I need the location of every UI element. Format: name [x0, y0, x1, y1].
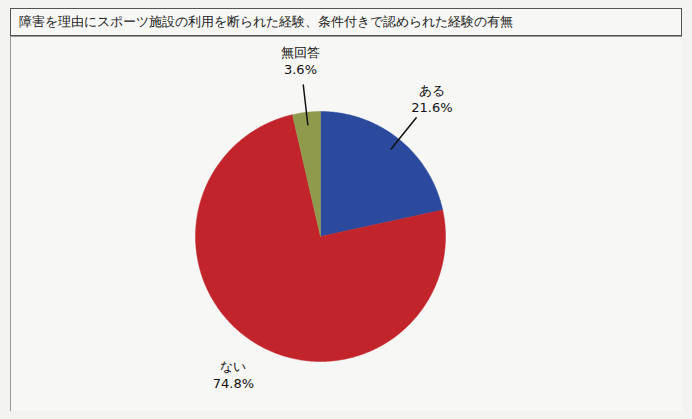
svg-text:無回答3.6%: 無回答3.6% — [281, 45, 320, 77]
html-text:障害を理由にスポーツ施設の利用を断られた経験、条件付きで認め: 障害を理由にスポーツ施設の利用を断られた経験、条件付きで認められた経験の有無 — [19, 14, 513, 29]
svg-text:ない74.8%: ない74.8% — [213, 359, 254, 391]
svg-text:ある21.6%: ある21.6% — [411, 83, 452, 115]
